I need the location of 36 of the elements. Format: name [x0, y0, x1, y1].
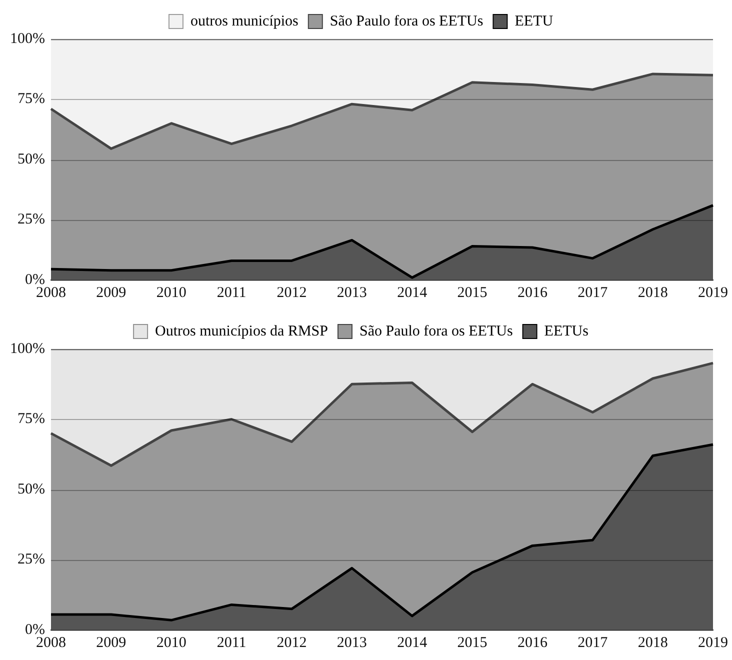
x-tick-label: 2014 [397, 284, 428, 301]
x-tick-label: 2015 [457, 284, 488, 301]
y-tick-label: 100% [10, 340, 45, 357]
x-tick-label: 2019 [698, 284, 728, 301]
legend-label: São Paulo fora os EETUs [330, 13, 484, 30]
x-tick-label: 2009 [96, 284, 126, 301]
x-tick-label: 2010 [156, 634, 186, 651]
y-tick-label: 75% [17, 91, 45, 108]
x-tick-label: 2012 [276, 634, 307, 651]
x-tick-label: 2013 [336, 634, 367, 651]
x-tick-label: 2011 [216, 284, 246, 301]
x-tick-label: 2017 [578, 634, 608, 651]
x-tick-label: 2018 [638, 284, 668, 301]
x-tick-label: 2013 [336, 284, 367, 301]
x-tick-label: 2019 [698, 634, 728, 651]
legend-label: São Paulo fora os EETUs [359, 323, 513, 340]
x-tick-label: 2017 [578, 284, 608, 301]
legend-label: Outros municípios da RMSP [155, 323, 328, 340]
x-tick-label: 2010 [156, 284, 186, 301]
y-tick-label: 50% [17, 481, 45, 498]
y-tick-label: 75% [17, 411, 45, 428]
legend-label: outros municípios [190, 13, 299, 30]
x-tick-label: 2016 [517, 634, 548, 651]
legend-label: EETU [514, 13, 554, 30]
x-tick-label: 2012 [276, 284, 307, 301]
x-tick-label: 2015 [457, 634, 488, 651]
legend-label: EETUs [544, 323, 589, 340]
x-tick-label: 2014 [397, 634, 428, 651]
x-tick-label: 2011 [216, 634, 246, 651]
y-tick-label: 50% [17, 151, 45, 168]
y-tick-label: 25% [17, 552, 45, 568]
x-tick-label: 2016 [517, 284, 548, 301]
x-tick-label: 2018 [638, 634, 668, 651]
y-tick-label: 25% [17, 212, 45, 228]
x-tick-label: 2009 [96, 634, 126, 651]
y-tick-label: 100% [10, 30, 45, 47]
